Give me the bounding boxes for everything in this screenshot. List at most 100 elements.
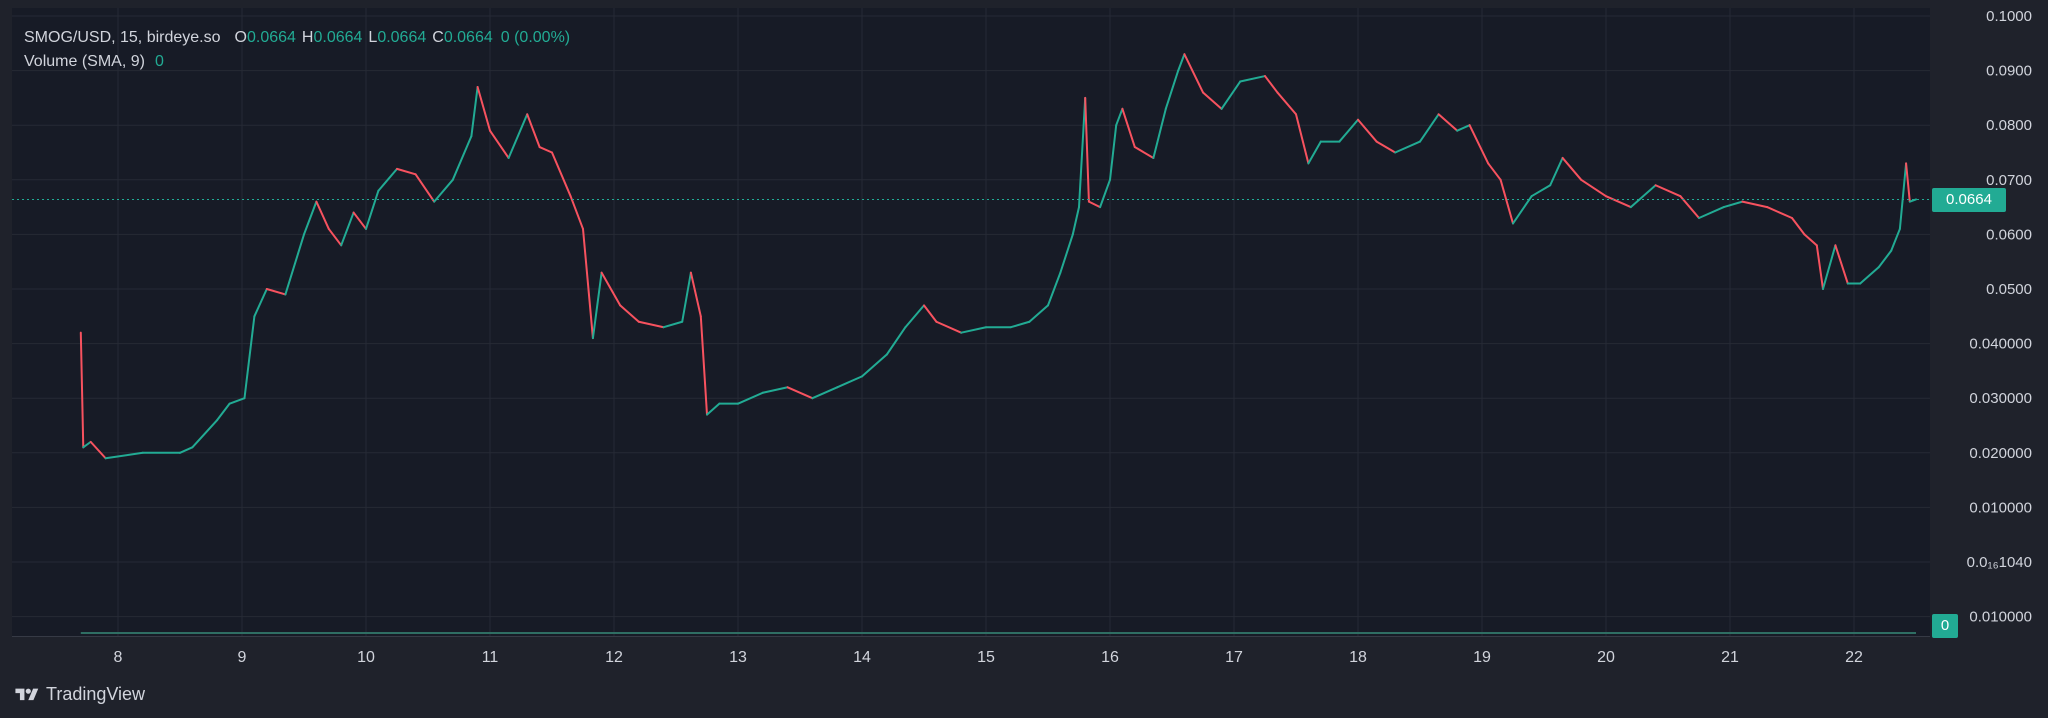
price-segment bbox=[582, 227, 594, 340]
brand-label: TradingView bbox=[46, 684, 146, 704]
price-segment bbox=[1803, 233, 1818, 247]
y-tick-label: 0.010000 bbox=[1969, 499, 2032, 516]
price-segment bbox=[600, 271, 622, 307]
price-segment bbox=[216, 402, 231, 422]
price-segment bbox=[1530, 184, 1552, 198]
volume-tag: 0 bbox=[1932, 614, 1958, 638]
price-segment bbox=[761, 386, 789, 394]
price-segment bbox=[489, 129, 510, 159]
x-tick-label: 22 bbox=[1845, 649, 1863, 666]
y-tick-label: 0.020000 bbox=[1969, 445, 2032, 462]
price-segment bbox=[1722, 200, 1744, 209]
price-segment bbox=[960, 326, 987, 334]
price-segment bbox=[811, 386, 839, 400]
volume-row: Volume (SMA, 9) 0 bbox=[24, 50, 570, 74]
price-segment bbox=[1908, 198, 1917, 203]
y-tick-label: 0.040000 bbox=[1969, 336, 2032, 353]
y-tick-label: 0.030000 bbox=[1969, 390, 2032, 407]
price-segment bbox=[637, 320, 665, 329]
price-segment bbox=[1239, 75, 1266, 83]
price-segment bbox=[1898, 162, 1908, 230]
price-segment bbox=[1099, 178, 1111, 209]
price-segment bbox=[1580, 178, 1607, 198]
price-segment bbox=[1394, 140, 1421, 154]
price-segment bbox=[706, 402, 721, 416]
price-segment bbox=[284, 233, 305, 296]
x-tick-label: 13 bbox=[729, 649, 747, 666]
x-tick-label: 16 bbox=[1101, 649, 1119, 666]
price-segment bbox=[1375, 140, 1397, 154]
y-tick-label: 0.0600 bbox=[1986, 226, 2032, 243]
x-tick-label: 12 bbox=[605, 649, 623, 666]
price-segment bbox=[1822, 244, 1837, 290]
price-segment bbox=[836, 375, 863, 389]
price-segment bbox=[619, 304, 640, 323]
close-label: C bbox=[432, 29, 444, 46]
price-segment bbox=[327, 227, 343, 247]
price-segment bbox=[737, 391, 764, 405]
price-segment bbox=[352, 211, 367, 230]
price-segment bbox=[315, 200, 330, 230]
x-tick-label: 19 bbox=[1473, 649, 1491, 666]
price-segment bbox=[365, 189, 380, 230]
price-segment bbox=[681, 271, 692, 323]
price-segment bbox=[923, 304, 938, 323]
price-segment bbox=[179, 446, 194, 454]
price-segment bbox=[569, 195, 584, 230]
price-segment bbox=[935, 320, 963, 334]
price-segment bbox=[89, 440, 107, 460]
price-segment bbox=[1487, 162, 1502, 181]
price-segment bbox=[1078, 96, 1087, 209]
price-segment bbox=[1605, 195, 1632, 209]
x-tick-label: 11 bbox=[482, 649, 499, 666]
price-segment bbox=[1741, 200, 1769, 209]
price-segment bbox=[104, 451, 144, 460]
price-segment bbox=[786, 386, 814, 400]
price-segment bbox=[526, 113, 541, 149]
y-tick-label: 0.0800 bbox=[1986, 117, 2032, 134]
chart-pane[interactable] bbox=[12, 8, 1930, 636]
price-segment bbox=[1905, 162, 1911, 203]
price-segment bbox=[1357, 118, 1378, 143]
price-segment bbox=[1791, 217, 1806, 236]
price-segment bbox=[1419, 113, 1440, 143]
price-segment bbox=[1295, 113, 1310, 165]
price-segment bbox=[1629, 184, 1657, 209]
price-segment bbox=[340, 211, 355, 247]
low-label: L bbox=[368, 29, 378, 46]
price-segment bbox=[1121, 107, 1136, 149]
price-segment bbox=[1307, 140, 1322, 165]
price-segment bbox=[538, 146, 553, 154]
price-segment bbox=[1561, 156, 1583, 181]
price-segment bbox=[1047, 271, 1062, 307]
x-tick-label: 8 bbox=[114, 649, 123, 666]
high-label: H bbox=[301, 29, 314, 46]
x-tick-label: 15 bbox=[977, 649, 995, 666]
price-segment bbox=[1028, 304, 1049, 323]
price-segment bbox=[662, 320, 684, 329]
price-segment bbox=[1115, 107, 1124, 127]
price-segment bbox=[861, 353, 888, 378]
symbol-label[interactable]: SMOG/USD, 15, birdeye.so bbox=[24, 29, 221, 46]
close-value: 0.0664 bbox=[443, 29, 493, 46]
volume-value: 0 bbox=[154, 53, 164, 70]
price-segment bbox=[470, 85, 479, 138]
price-segment bbox=[1698, 206, 1725, 220]
price-segment bbox=[1109, 124, 1118, 181]
high-value: 0.0664 bbox=[313, 29, 363, 46]
price-segment bbox=[1177, 53, 1186, 72]
price-segment bbox=[507, 113, 529, 159]
tradingview-brand[interactable]: TradingView bbox=[14, 684, 145, 705]
price-segment bbox=[1183, 53, 1204, 94]
price-segment bbox=[1549, 156, 1564, 187]
price-segment bbox=[1164, 69, 1180, 110]
price-segment bbox=[699, 315, 708, 416]
price-segment bbox=[1512, 195, 1533, 225]
ohlc-row: SMOG/USD, 15, birdeye.so O 0.0664 H 0.06… bbox=[24, 26, 570, 50]
y-tick-label: 0.0₁₆1040 bbox=[1967, 554, 2032, 571]
price-segment bbox=[476, 85, 491, 132]
volume-label[interactable]: Volume (SMA, 9) bbox=[24, 53, 145, 70]
y-tick-label: 0.010000 bbox=[1969, 609, 2032, 626]
x-tick-label: 18 bbox=[1349, 649, 1367, 666]
